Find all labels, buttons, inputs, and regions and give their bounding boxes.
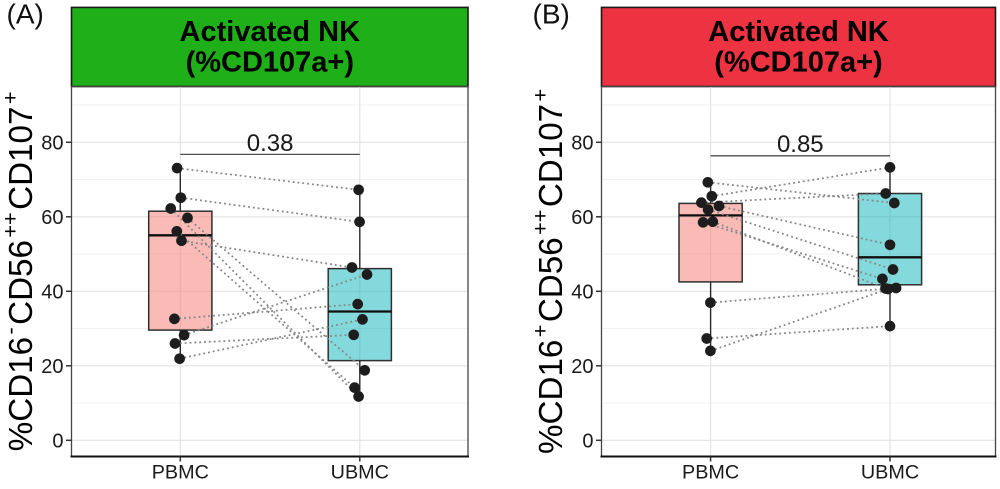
svg-text:0.85: 0.85 <box>777 131 824 158</box>
svg-text:60: 60 <box>41 207 63 229</box>
svg-text:(%CD107a+): (%CD107a+) <box>714 47 882 79</box>
svg-text:20: 20 <box>571 356 593 378</box>
svg-text:PBMC: PBMC <box>152 462 209 484</box>
svg-text:UBMC: UBMC <box>331 462 389 484</box>
svg-text:(%CD107a+): (%CD107a+) <box>186 47 354 79</box>
svg-text:0: 0 <box>582 430 593 452</box>
svg-text:0: 0 <box>52 430 63 452</box>
svg-text:80: 80 <box>571 132 593 154</box>
svg-text:80: 80 <box>41 132 63 154</box>
svg-text:%CD16+​CD56++​CD107+​: %CD16+​CD56++​CD107+​ <box>528 89 571 454</box>
svg-text:40: 40 <box>41 281 63 303</box>
svg-text:UBMC: UBMC <box>861 462 919 484</box>
svg-text:Activated NK: Activated NK <box>708 16 889 48</box>
svg-text:(A): (A) <box>7 0 44 30</box>
svg-text:%CD16-​CD56++​CD107+​: %CD16-​CD56++​CD107+​ <box>0 92 40 452</box>
svg-text:Activated NK: Activated NK <box>180 16 361 48</box>
svg-text:60: 60 <box>571 207 593 229</box>
svg-text:40: 40 <box>571 281 593 303</box>
svg-text:(B): (B) <box>533 0 570 30</box>
svg-text:0.38: 0.38 <box>247 130 294 157</box>
svg-text:PBMC: PBMC <box>682 462 739 484</box>
svg-text:20: 20 <box>41 356 63 378</box>
